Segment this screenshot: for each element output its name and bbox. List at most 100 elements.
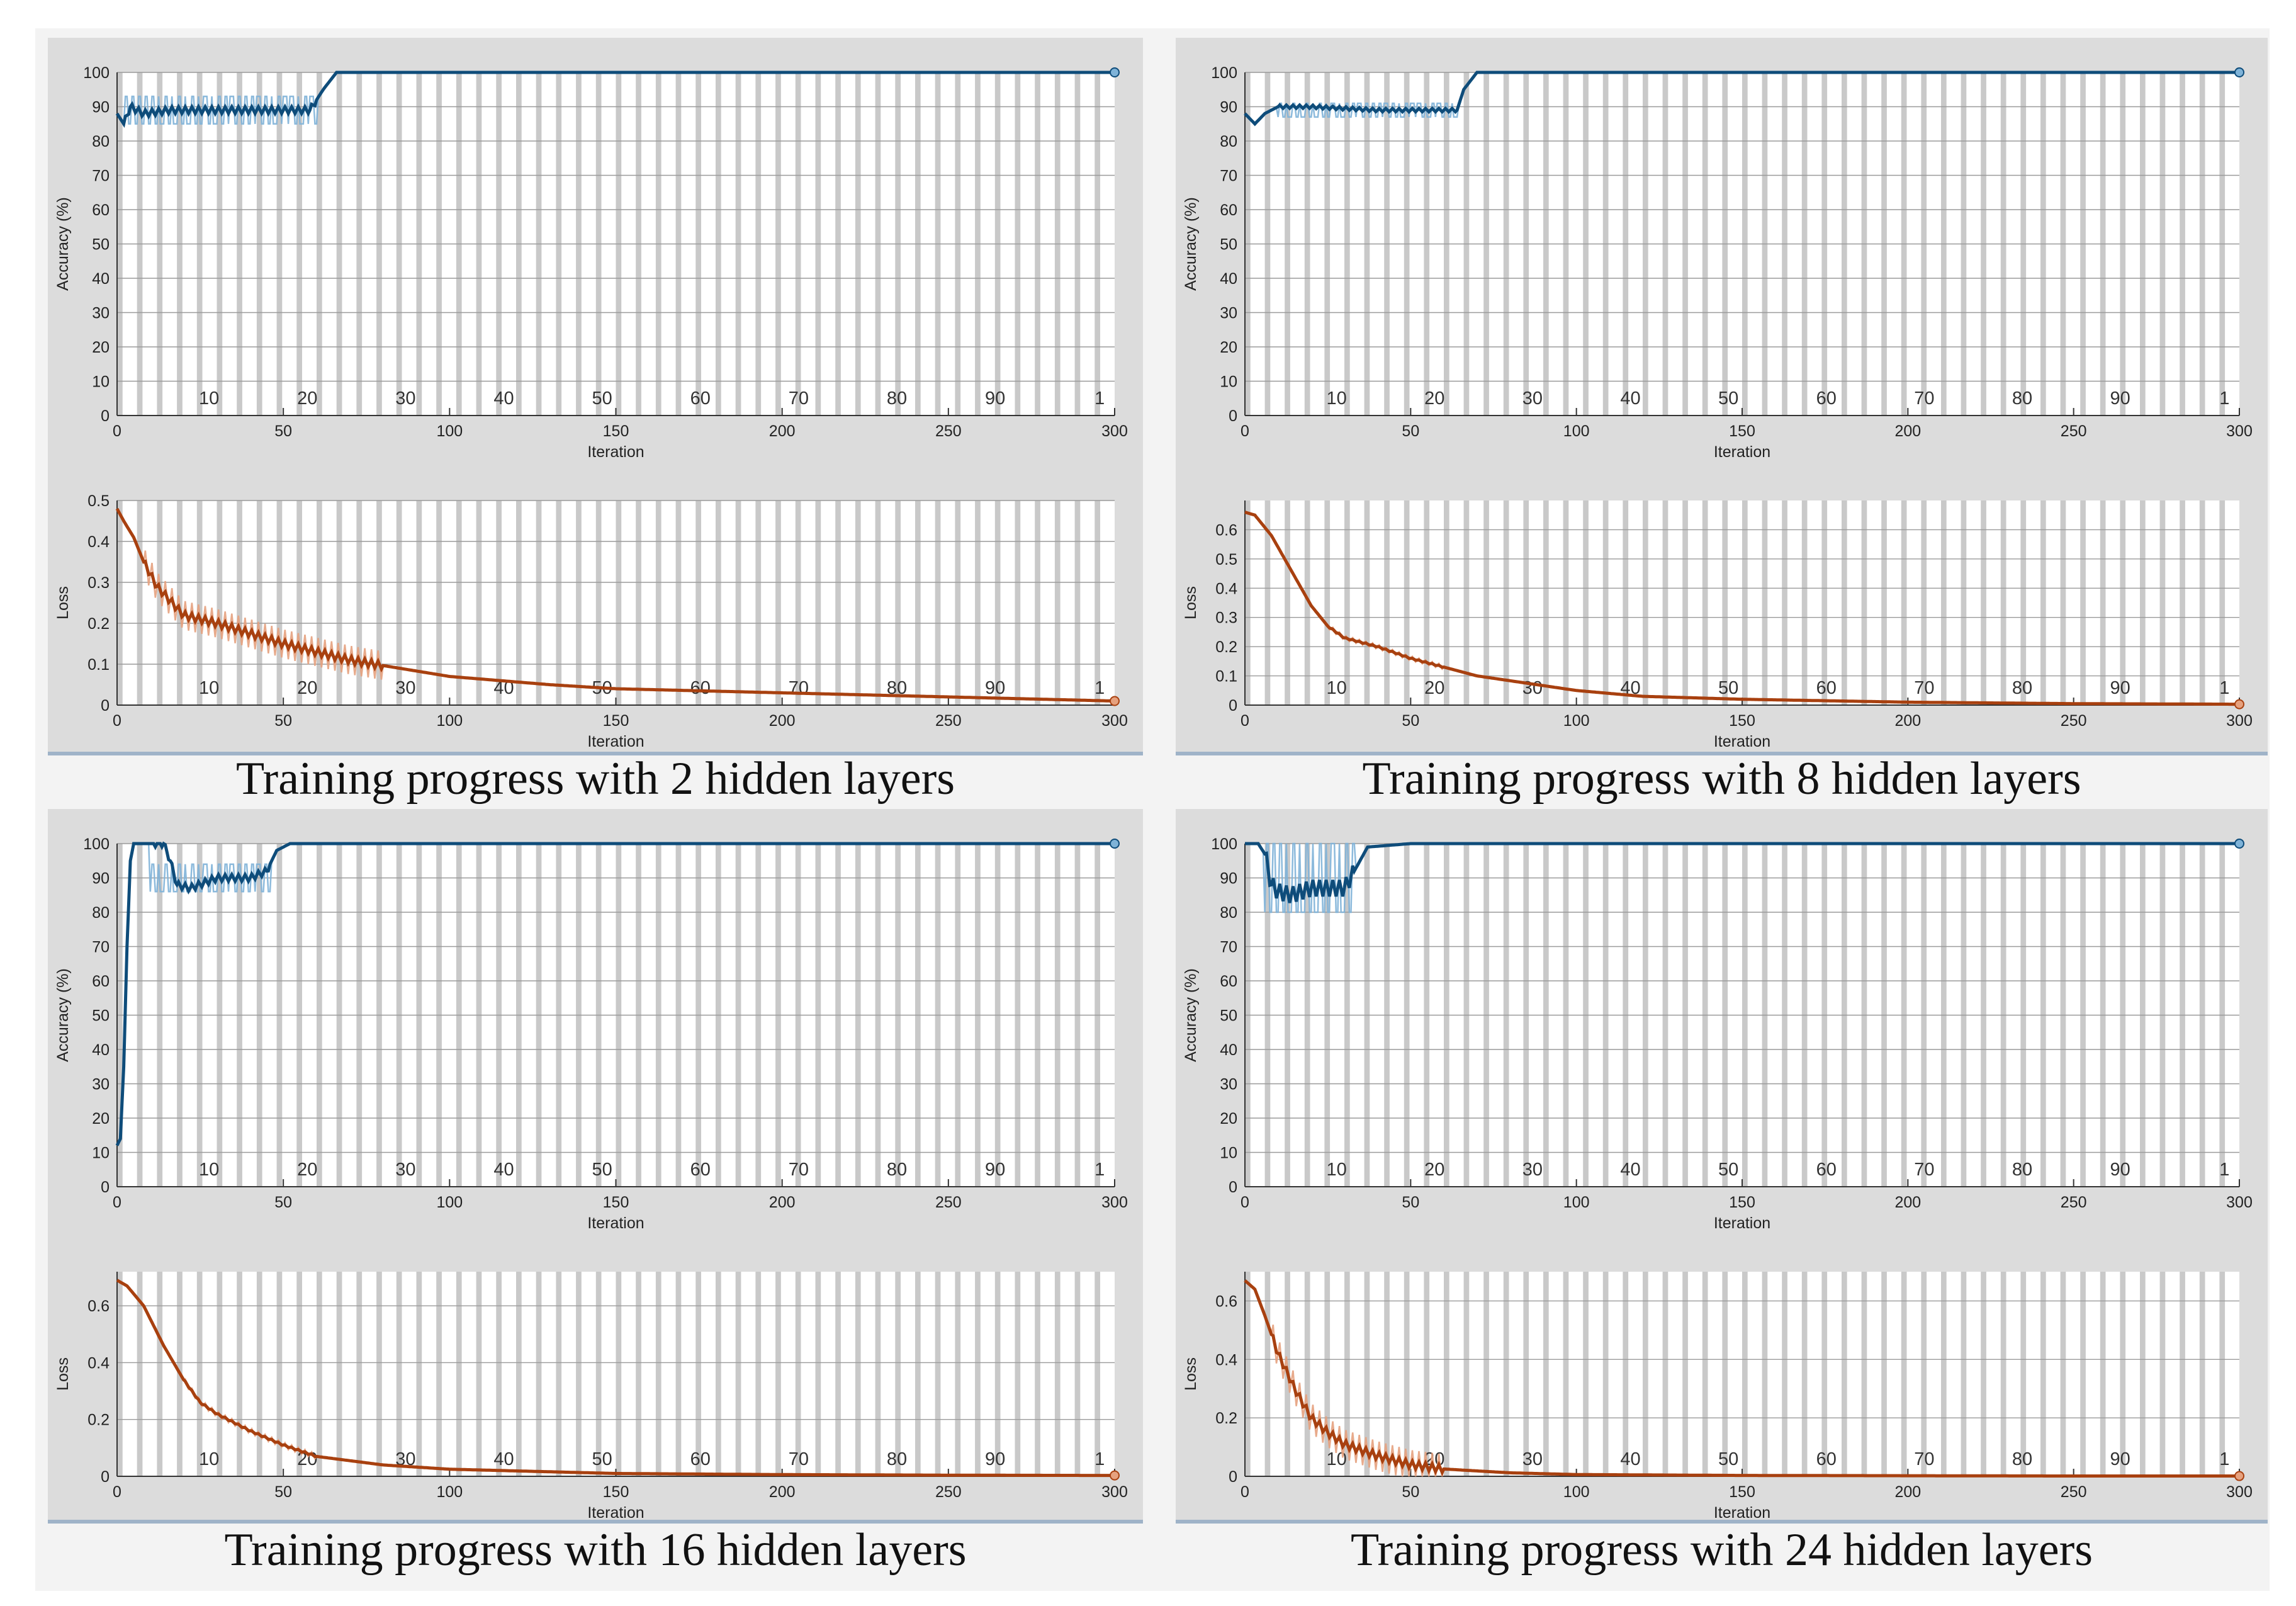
y-tick-label: 60 <box>92 973 110 990</box>
epoch-label: 20 <box>1424 1160 1444 1180</box>
epoch-label: 30 <box>1522 1449 1543 1469</box>
x-tick-label: 150 <box>603 1194 629 1211</box>
y-tick-label: 100 <box>83 64 110 82</box>
y-tick-label: 80 <box>92 133 110 150</box>
y-tick-label: 60 <box>92 201 110 219</box>
epoch-stripe <box>595 1272 602 1476</box>
epoch-stripe <box>1702 500 1708 705</box>
x-tick-label: 250 <box>935 712 962 730</box>
epoch-label: 60 <box>690 678 711 698</box>
epoch-stripe <box>616 500 622 705</box>
epoch-label: 10 <box>1326 678 1346 698</box>
accuracy-smoothed-line <box>115 71 1115 128</box>
epoch-stripe <box>2120 500 2126 705</box>
epoch-stripe <box>875 500 881 705</box>
y-tick-label: 70 <box>1220 939 1237 956</box>
epoch-label: 90 <box>985 388 1005 409</box>
epoch-stripe <box>1921 500 1927 705</box>
y-tick-label: 30 <box>1220 305 1237 322</box>
epoch-stripe <box>1364 1272 1370 1476</box>
y-tick-label: 100 <box>83 835 110 853</box>
y-tick-label: 100 <box>1211 64 1237 82</box>
x-tick-label: 0 <box>113 422 121 440</box>
epoch-stripe <box>196 1272 203 1476</box>
epoch-stripe <box>496 1272 502 1476</box>
epoch-stripe <box>1483 500 1489 705</box>
epoch-stripe <box>1682 1272 1688 1476</box>
epoch-stripe <box>2180 500 2185 705</box>
epoch-stripe <box>1901 1272 1907 1476</box>
epoch-stripe <box>636 1272 641 1476</box>
epoch-stripe <box>2040 500 2046 705</box>
epoch-label: 90 <box>2110 1449 2130 1469</box>
x-tick-label: 250 <box>2061 422 2087 440</box>
epoch-label: 80 <box>2012 388 2032 409</box>
y-tick-label: 90 <box>1220 870 1237 888</box>
epoch-stripe <box>994 500 1001 705</box>
epoch-stripe <box>1054 500 1061 705</box>
epoch-stripe <box>137 500 143 705</box>
x-tick-label: 0 <box>1241 712 1249 730</box>
epoch-stripe <box>755 1272 762 1476</box>
epoch-stripe <box>317 1272 322 1476</box>
epoch-label: 70 <box>1914 388 1934 409</box>
epoch-stripe <box>1801 500 1808 705</box>
epoch-stripe <box>436 1272 442 1476</box>
epoch-stripe <box>356 1272 363 1476</box>
y-tick-label: 0.2 <box>87 1411 110 1429</box>
epoch-stripe <box>2000 500 2006 705</box>
x-axis-label: Iteration <box>1714 443 1770 461</box>
panel-24-hidden-layers: 0 10 20 30 40 50 60 70 80 90 100 0 50 100 150 200 250 300… <box>1176 809 2268 1524</box>
epoch-stripe <box>1543 1272 1549 1476</box>
epoch-stripe <box>1821 500 1828 705</box>
epoch-stripe <box>1324 1272 1331 1476</box>
epoch-label: 80 <box>2012 1160 2032 1180</box>
y-tick-label: 0.5 <box>1215 551 1237 568</box>
y-tick-label: 60 <box>1220 973 1237 990</box>
epoch-stripe <box>356 500 363 705</box>
epoch-stripe <box>1981 500 1986 705</box>
epoch-label: 90 <box>2110 388 2130 409</box>
x-tick-label: 150 <box>1729 1194 1755 1211</box>
epoch-stripe <box>436 500 442 705</box>
x-tick-label: 200 <box>1894 422 1921 440</box>
epoch-stripe <box>1304 1272 1310 1476</box>
epoch-stripe <box>476 1272 482 1476</box>
y-tick-label: 0.6 <box>1215 521 1237 539</box>
epoch-stripe <box>396 500 402 705</box>
epoch-label: 10 <box>1326 388 1346 409</box>
epoch-stripe <box>1722 1272 1728 1476</box>
epoch-label: 1 <box>1095 1160 1105 1180</box>
epoch-stripe <box>1095 500 1101 705</box>
epoch-stripe <box>2120 1272 2126 1476</box>
epoch-label: 40 <box>1620 1449 1640 1469</box>
x-tick-label: 200 <box>1894 1483 1921 1501</box>
y-tick-label: 50 <box>1220 236 1237 254</box>
caption-8-hidden-layers: Training progress with 8 hidden layers <box>1362 753 2081 805</box>
y-tick-label: 0.1 <box>1215 668 1237 686</box>
epoch-stripe <box>396 1272 402 1476</box>
epoch-stripe <box>536 1272 542 1476</box>
epoch-stripe <box>1054 1272 1061 1476</box>
y-tick-label: 0.1 <box>87 656 110 674</box>
epoch-label: 10 <box>1326 1160 1346 1180</box>
epoch-stripe <box>1861 500 1867 705</box>
epoch-label: 90 <box>2110 1160 2130 1180</box>
epoch-label: 70 <box>789 1449 809 1469</box>
epoch-label: 60 <box>1816 1449 1837 1469</box>
epoch-stripe <box>256 1272 262 1476</box>
epoch-stripe <box>296 1272 303 1476</box>
y-tick-label: 20 <box>1220 339 1237 356</box>
y-tick-label: 0.2 <box>1215 1410 1237 1427</box>
x-axis-label: Iteration <box>1714 1504 1770 1522</box>
epoch-label: 20 <box>297 678 317 698</box>
epoch-label: 70 <box>1914 1449 1934 1469</box>
epoch-stripe <box>576 1272 582 1476</box>
epoch-stripe <box>795 1272 801 1476</box>
epoch-label: 60 <box>1816 678 1837 698</box>
epoch-stripe <box>416 1272 422 1476</box>
epoch-label: 60 <box>1816 388 1837 409</box>
